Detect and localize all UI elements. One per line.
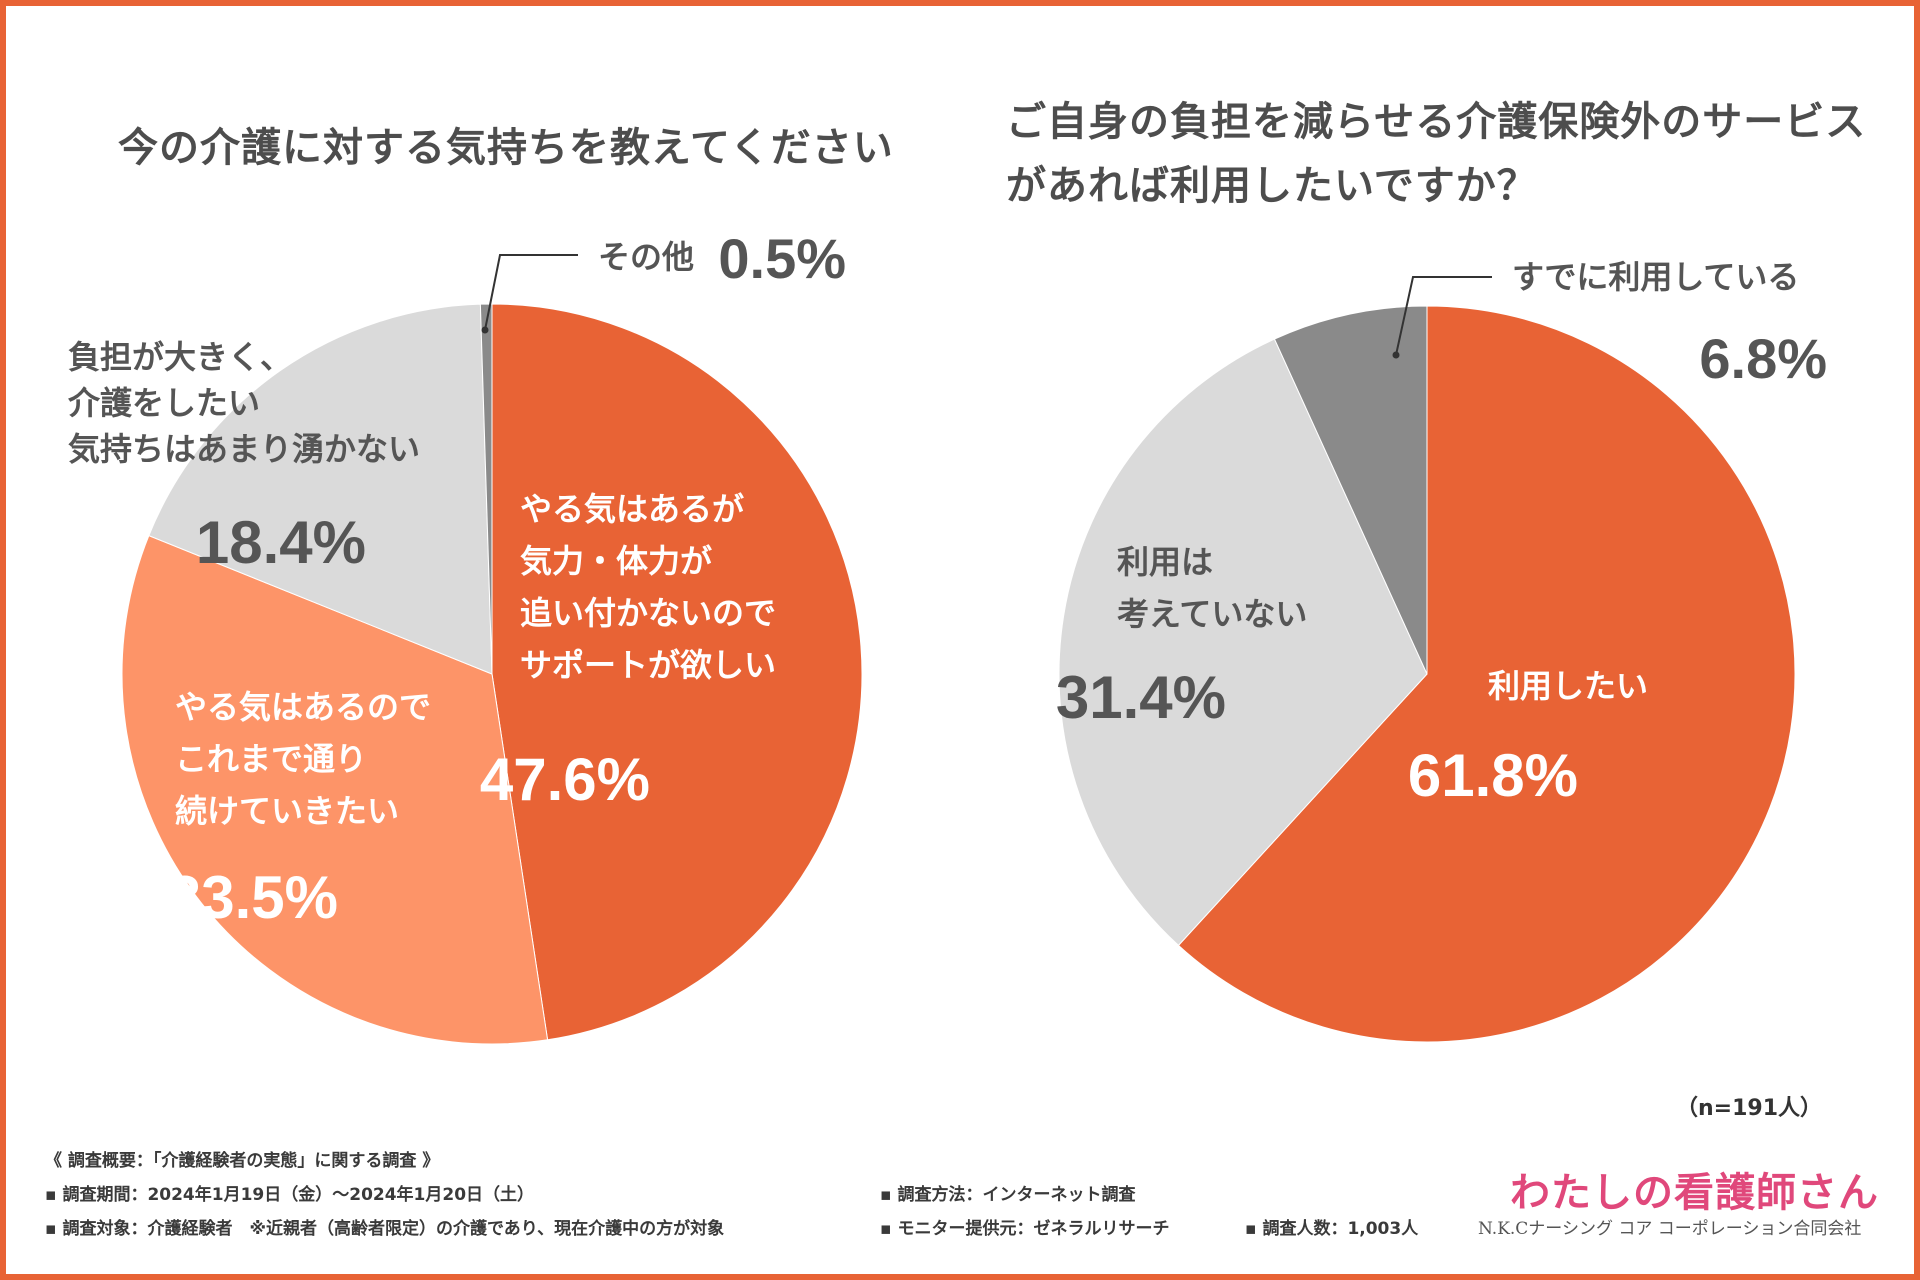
survey-target: ▪ 調査対象：介護経験者 ※近親者（高齢者限定）の介護であり、現在介護中の方が対… bbox=[45, 1219, 725, 1239]
pie-slice-1-2 bbox=[1273, 305, 1428, 675]
survey-heading: 《 調査概要：「介護経験者の実態」に関する調査 》 bbox=[45, 1151, 440, 1171]
slice-value-1-2: 6.8% bbox=[1699, 327, 1827, 390]
slice-label-0-1: やる気はあるので bbox=[175, 688, 431, 726]
pie-slice-0-3 bbox=[479, 303, 493, 675]
slice-value-0-2: 18.4% bbox=[196, 509, 366, 576]
pie-slice-0-2 bbox=[148, 303, 493, 675]
callout-dot-0 bbox=[481, 326, 489, 334]
survey-count: ▪ 調査人数：1,003人 bbox=[1245, 1219, 1419, 1239]
company-name: N.K.Cナーシング コア コーポレーション合同会社 bbox=[1478, 1219, 1862, 1239]
slice-value-1-1: 31.4% bbox=[1056, 664, 1226, 731]
slice-label-0-0: 気力・体力が bbox=[520, 542, 712, 580]
slice-label-0-1: 続けていきたい bbox=[175, 792, 399, 830]
right-title-line: ご自身の負担を減らせる介護保険外のサービス bbox=[1006, 99, 1867, 145]
slice-label-1-1: 考えていない bbox=[1117, 595, 1307, 633]
pie-slice-1-0 bbox=[1177, 305, 1796, 1043]
slice-label-0-0: サポートが欲しい bbox=[520, 646, 776, 684]
pie-slice-0-1 bbox=[121, 534, 549, 1045]
slice-label-1-2: すでに利用している bbox=[1512, 258, 1799, 296]
slice-label-0-2: 負担が大きく、 bbox=[68, 338, 292, 376]
slice-label-0-0: やる気はあるが bbox=[520, 490, 744, 528]
slice-label-0-3: その他 bbox=[598, 238, 694, 276]
slice-label-1-1: 利用は bbox=[1117, 543, 1213, 581]
survey-provider: ▪ モニター提供元：ゼネラルリサーチ bbox=[880, 1219, 1170, 1239]
slice-label-0-1: これまで通り bbox=[175, 740, 367, 778]
slice-label-0-2: 気持ちはあまり湧かない bbox=[68, 430, 420, 468]
slice-label-1-0: 利用したい bbox=[1488, 667, 1648, 705]
right-title-line: があれば利用したいですか？ bbox=[1006, 163, 1538, 209]
sample-size: （n=191人） bbox=[1676, 1096, 1823, 1121]
left-chart-title: 今の介護に対する気持ちを教えてください bbox=[118, 118, 894, 178]
survey-method: ▪ 調査方法：インターネット調査 bbox=[880, 1185, 1136, 1205]
pie-slice-1-1 bbox=[1058, 338, 1428, 947]
left-title-line: 今の介護に対する気持ちを教えてください bbox=[118, 125, 894, 171]
survey-period: ▪ 調査期間：2024年1月19日（金）〜2024年1月20日（土） bbox=[45, 1185, 535, 1205]
slice-value-0-1: 33.5% bbox=[168, 864, 338, 931]
slice-label-0-2: 介護をしたい bbox=[67, 384, 260, 422]
slice-value-1-0: 61.8% bbox=[1408, 742, 1578, 809]
callout-line-1 bbox=[1395, 276, 1492, 356]
slice-label-0-0: 追い付かないので bbox=[520, 594, 776, 632]
slice-value-0-3: 0.5% bbox=[718, 227, 846, 290]
callout-line-0 bbox=[484, 254, 578, 331]
right-chart-title: ご自身の負担を減らせる介護保険外のサービス があれば利用したいですか？ bbox=[1006, 90, 1866, 218]
brand-logo: わたしの看護師さん bbox=[1510, 1170, 1879, 1216]
slice-value-0-0: 47.6% bbox=[480, 746, 650, 813]
callout-dot-1 bbox=[1392, 351, 1400, 359]
pie-slice-0-0 bbox=[491, 303, 863, 1041]
